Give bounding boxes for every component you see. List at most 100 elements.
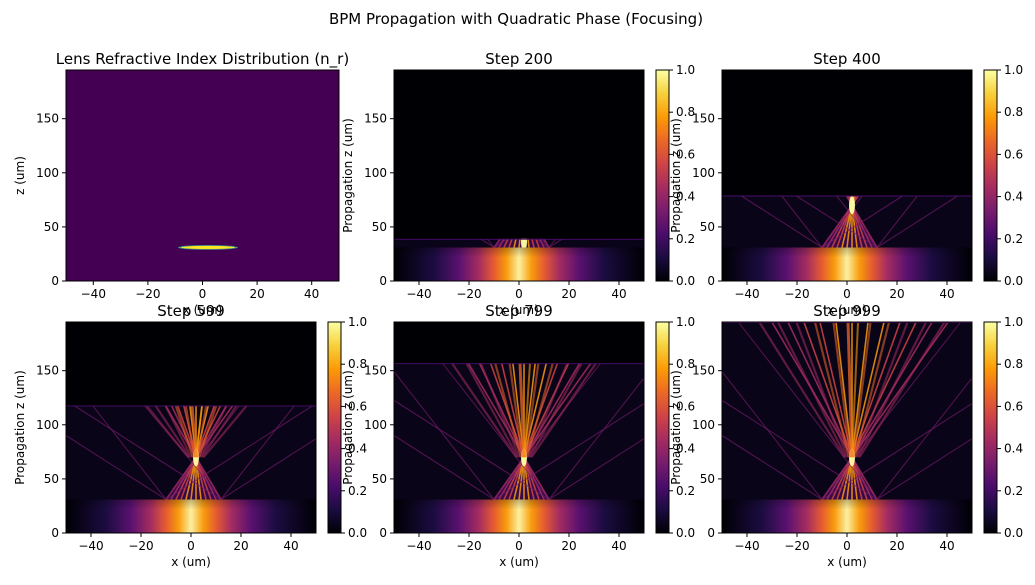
colorbar-tick-label: 0.6 <box>348 399 367 413</box>
y-axis-label: Propagation z (um) <box>669 118 683 233</box>
colorbar: 0.0 0.2 0.4 0.6 0.8 1.0 <box>655 63 695 288</box>
subplots: Lens Refractive Index Distribution (n_r)… <box>13 50 1023 569</box>
x-tick-label: −40 <box>406 539 431 553</box>
y-tick-label: 0 <box>379 274 387 288</box>
propagated-field <box>66 405 316 500</box>
colorbar-tick-label: 0.0 <box>676 274 695 288</box>
colorbar: 0.0 0.2 0.4 0.6 0.8 1.0 <box>655 315 695 540</box>
colorbar: 0.0 0.2 0.4 0.6 0.8 1.0 <box>327 315 367 540</box>
x-tick-label: 20 <box>249 287 264 301</box>
colorbar-tick-label: 0.4 <box>676 442 695 456</box>
x-axis: −40 −20 0 20 40 x (um) <box>78 533 299 569</box>
colorbar-tick-label: 0.6 <box>676 399 695 413</box>
x-tick-label: 20 <box>233 539 248 553</box>
subplot-title: Step 400 <box>813 50 881 68</box>
heatmap-image <box>66 70 339 281</box>
x-axis: −40 −20 0 20 40 x (um) <box>81 281 319 317</box>
colorbar-gradient <box>983 321 998 534</box>
subplot-3: Step 400 −40 −20 0 20 40 x (um) 0 50 100 150 Propag… <box>669 50 1023 317</box>
x-tick-label: 20 <box>561 539 576 553</box>
propagated-field <box>394 238 644 248</box>
x-tick-label: −20 <box>456 539 481 553</box>
y-axis: 0 50 100 150 Propagation z (um) <box>669 112 722 288</box>
x-tick-label: 0 <box>515 539 523 553</box>
x-tick-label: 20 <box>889 539 904 553</box>
y-tick-label: 150 <box>692 112 715 126</box>
x-tick-label: −20 <box>456 287 481 301</box>
colorbar-tick-label: 0.2 <box>1004 232 1023 246</box>
colorbar-tick-label: 1.0 <box>348 315 367 329</box>
colorbar-tick-label: 0.6 <box>1004 147 1023 161</box>
x-tick-label: 40 <box>611 539 626 553</box>
heatmap-image <box>66 322 316 533</box>
x-axis: −40 −20 0 20 40 x (um) <box>734 533 955 569</box>
y-axis-label: Propagation z (um) <box>341 370 355 485</box>
colorbar-tick-label: 0.0 <box>1004 274 1023 288</box>
y-axis-label: z (um) <box>13 156 27 195</box>
y-tick-label: 100 <box>36 166 59 180</box>
y-tick-label: 0 <box>707 274 715 288</box>
colorbar-tick-label: 0.0 <box>676 526 695 540</box>
colorbar-tick-label: 0.6 <box>1004 399 1023 413</box>
x-tick-label: −20 <box>135 287 160 301</box>
y-tick-label: 0 <box>51 526 59 540</box>
y-tick-label: 150 <box>692 364 715 378</box>
colorbar-tick-label: 0.8 <box>676 357 695 371</box>
colorbar-tick-label: 0.2 <box>676 484 695 498</box>
y-axis: 0 50 100 150 Propagation z (um) <box>341 364 394 540</box>
x-tick-label: 0 <box>199 287 207 301</box>
colorbar: 0.0 0.2 0.4 0.6 0.8 1.0 <box>983 315 1023 540</box>
x-axis: −40 −20 0 20 40 x (um) <box>406 533 627 569</box>
x-tick-label: 40 <box>611 287 626 301</box>
y-tick-label: 150 <box>36 112 59 126</box>
x-tick-label: 20 <box>561 287 576 301</box>
subplot-1: Lens Refractive Index Distribution (n_r)… <box>13 50 349 317</box>
colorbar-tick-label: 0.4 <box>348 442 367 456</box>
heatmap-image <box>394 322 644 533</box>
y-tick-label: 0 <box>51 274 59 288</box>
x-tick-label: 40 <box>939 287 954 301</box>
x-tick-label: 40 <box>304 287 319 301</box>
colorbar-tick-label: 0.8 <box>348 357 367 371</box>
y-tick-label: 100 <box>364 166 387 180</box>
x-axis-label: x (um) <box>183 303 223 317</box>
y-tick-label: 50 <box>44 472 59 486</box>
lens-region <box>180 245 235 249</box>
heatmap-image <box>394 70 644 281</box>
subplot-2: Step 200 −40 −20 0 20 40 x (um) 0 50 100 150 Propag… <box>341 50 695 317</box>
x-tick-label: −40 <box>78 539 103 553</box>
propagated-field <box>722 195 972 248</box>
y-tick-label: 150 <box>364 364 387 378</box>
colorbar-tick-label: 0.0 <box>348 526 367 540</box>
y-tick-label: 100 <box>364 418 387 432</box>
subplot-title: Step 599 <box>157 302 225 320</box>
x-tick-label: 40 <box>939 539 954 553</box>
subplot-6: Step 999 −40 −20 0 20 40 x (um) 0 50 100 150 Propag… <box>669 302 1023 569</box>
colorbar-tick-label: 0.2 <box>676 232 695 246</box>
x-tick-label: −40 <box>734 539 759 553</box>
x-tick-label: 40 <box>283 539 298 553</box>
y-tick-label: 150 <box>364 112 387 126</box>
x-axis: −40 −20 0 20 40 x (um) <box>406 281 627 317</box>
colorbar-tick-label: 0.4 <box>1004 442 1023 456</box>
subplot-4: Step 599 −40 −20 0 20 40 x (um) 0 50 100 150 Propag… <box>13 302 367 569</box>
y-tick-label: 50 <box>700 472 715 486</box>
colorbar-tick-label: 1.0 <box>1004 315 1023 329</box>
colorbar-tick-label: 0.2 <box>348 484 367 498</box>
y-axis: 0 50 100 150 z (um) <box>13 112 66 288</box>
x-tick-label: 0 <box>515 287 523 301</box>
subplot-5: Step 799 −40 −20 0 20 40 x (um) 0 50 100 150 Propag… <box>341 302 695 569</box>
y-tick-label: 50 <box>372 472 387 486</box>
subplot-title: Step 799 <box>485 302 553 320</box>
heatmap-image <box>722 322 972 533</box>
x-axis-label: x (um) <box>827 303 867 317</box>
colorbar-tick-label: 0.6 <box>676 147 695 161</box>
y-tick-label: 0 <box>707 526 715 540</box>
colorbar-tick-label: 0.8 <box>1004 357 1023 371</box>
colorbar-tick-label: 0.2 <box>1004 484 1023 498</box>
colorbar-tick-label: 1.0 <box>1004 63 1023 77</box>
propagated-field <box>722 322 972 500</box>
colorbar-tick-label: 0.8 <box>1004 105 1023 119</box>
y-tick-label: 100 <box>36 418 59 432</box>
